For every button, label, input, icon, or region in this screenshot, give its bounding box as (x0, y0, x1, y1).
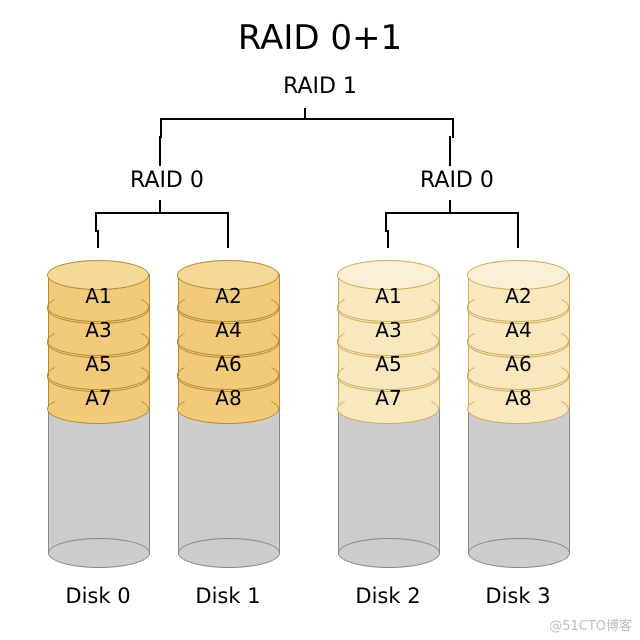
watermark: @51CTO博客 (549, 615, 632, 634)
disk-label-1: Disk 1 (178, 584, 278, 608)
platter-label-3-0: A2 (469, 284, 569, 308)
disk-body-1: A2A4A6A8 (178, 274, 280, 554)
disk-body-2: A1A3A5A7 (338, 274, 440, 554)
platter-2-0: A1 (338, 274, 440, 308)
disk-bottom-1 (178, 538, 280, 568)
platter-1-0: A2 (178, 274, 280, 308)
raid0-tick-1 (449, 200, 451, 212)
platter-label-0-0: A1 (49, 284, 149, 308)
platter-label-2-0: A1 (339, 284, 439, 308)
disk-bottom-2 (338, 538, 440, 568)
platter-label-1-0: A2 (179, 284, 279, 308)
disk-label-3: Disk 3 (468, 584, 568, 608)
disk-bottom-0 (48, 538, 150, 568)
platter-3-0: A2 (468, 274, 570, 308)
raid0-tick-top-1 (449, 136, 451, 166)
raid0-label-0: RAID 0 (130, 168, 204, 193)
raid1-bracket (160, 118, 454, 138)
raid0-bracket-0 (95, 212, 229, 232)
disk-connector-1 (227, 230, 229, 248)
raid0-tick-0 (159, 200, 161, 212)
disk-label-2: Disk 2 (338, 584, 438, 608)
disk-1: A2A4A6A8 Disk 1 (178, 260, 278, 608)
disk-label-0: Disk 0 (48, 584, 148, 608)
disk-connector-3 (517, 230, 519, 248)
raid1-tick (304, 108, 306, 118)
raid0-label-1: RAID 0 (420, 168, 494, 193)
disk-bottom-3 (468, 538, 570, 568)
disk-2: A1A3A5A7 Disk 2 (338, 260, 438, 608)
disk-0: A1A3A5A7 Disk 0 (48, 260, 148, 608)
platter-0-0: A1 (48, 274, 150, 308)
diagram-title: RAID 0+1 (0, 0, 640, 58)
raid0-bracket-1 (385, 212, 519, 232)
disk-body-3: A2A4A6A8 (468, 274, 570, 554)
disk-3: A2A4A6A8 Disk 3 (468, 260, 568, 608)
disk-connector-2 (387, 230, 389, 248)
raid0-tick-top-0 (159, 136, 161, 166)
raid1-label: RAID 1 (0, 74, 640, 99)
disk-connector-0 (97, 230, 99, 248)
disk-body-0: A1A3A5A7 (48, 274, 150, 554)
